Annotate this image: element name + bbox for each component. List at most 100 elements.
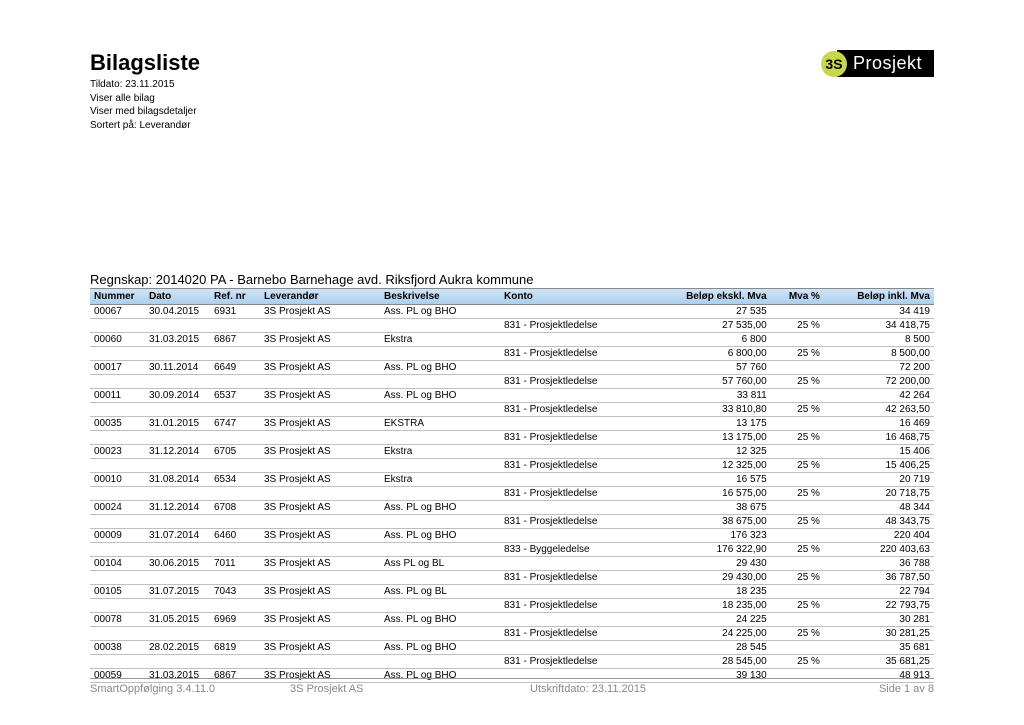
cell-lev <box>260 403 380 417</box>
table-row: 833 - Byggeledelse176 322,9025 %220 403,… <box>90 543 934 557</box>
cell-nummer: 00017 <box>90 361 145 375</box>
cell-lev: 3S Prosjekt AS <box>260 333 380 347</box>
table-row: 831 - Prosjektledelse28 545,0025 %35 681… <box>90 655 934 669</box>
cell-ref <box>210 319 260 333</box>
cell-dato: 31.05.2015 <box>145 613 210 627</box>
table-header-row: Nummer Dato Ref. nr Leverandør Beskrivel… <box>90 289 934 305</box>
bilag-table: Nummer Dato Ref. nr Leverandør Beskrivel… <box>90 288 934 683</box>
cell-mva <box>771 305 824 319</box>
cell-nummer: 00104 <box>90 557 145 571</box>
cell-nummer <box>90 571 145 585</box>
cell-nummer <box>90 431 145 445</box>
subtitle-sortert: Sortert på: Leverandør <box>90 119 200 133</box>
cell-konto: 831 - Prosjektledelse <box>500 571 650 585</box>
cell-ex: 6 800,00 <box>650 347 771 361</box>
cell-inkl: 72 200 <box>824 361 934 375</box>
cell-beskr <box>380 655 500 669</box>
cell-ref <box>210 459 260 473</box>
cell-dato <box>145 403 210 417</box>
cell-mva: 25 % <box>771 655 824 669</box>
subtitle-viser-bilag: Viser alle bilag <box>90 92 200 106</box>
col-nummer: Nummer <box>90 289 145 305</box>
cell-konto <box>500 557 650 571</box>
cell-beskr: Ekstra <box>380 445 500 459</box>
table-row: 0007831.05.201569693S Prosjekt ASAss. PL… <box>90 613 934 627</box>
cell-nummer <box>90 319 145 333</box>
col-belop-inkl: Beløp inkl. Mva <box>824 289 934 305</box>
cell-ex: 38 675,00 <box>650 515 771 529</box>
cell-beskr: Ass. PL og BL <box>380 585 500 599</box>
cell-nummer: 00035 <box>90 417 145 431</box>
cell-dato: 31.12.2014 <box>145 445 210 459</box>
cell-ex: 29 430,00 <box>650 571 771 585</box>
cell-beskr <box>380 347 500 361</box>
cell-beskr <box>380 375 500 389</box>
cell-mva <box>771 333 824 347</box>
cell-beskr: Ass. PL og BHO <box>380 613 500 627</box>
cell-konto <box>500 641 650 655</box>
cell-nummer: 00024 <box>90 501 145 515</box>
cell-konto <box>500 417 650 431</box>
cell-nummer <box>90 459 145 473</box>
cell-inkl: 20 718,75 <box>824 487 934 501</box>
cell-inkl: 15 406 <box>824 445 934 459</box>
cell-inkl: 36 788 <box>824 557 934 571</box>
cell-ref: 6747 <box>210 417 260 431</box>
cell-dato: 30.04.2015 <box>145 305 210 319</box>
cell-mva <box>771 473 824 487</box>
cell-dato <box>145 459 210 473</box>
cell-ex: 28 545,00 <box>650 655 771 669</box>
logo-text: Prosjekt <box>837 50 934 77</box>
cell-inkl: 30 281,25 <box>824 627 934 641</box>
cell-lev <box>260 431 380 445</box>
cell-lev: 3S Prosjekt AS <box>260 445 380 459</box>
table-row: 831 - Prosjektledelse38 675,0025 %48 343… <box>90 515 934 529</box>
cell-beskr <box>380 599 500 613</box>
logo-badge-icon: 3S <box>821 51 847 77</box>
table-row: 831 - Prosjektledelse13 175,0025 %16 468… <box>90 431 934 445</box>
cell-dato <box>145 655 210 669</box>
cell-konto: 831 - Prosjektledelse <box>500 319 650 333</box>
cell-inkl: 16 468,75 <box>824 431 934 445</box>
cell-mva: 25 % <box>771 627 824 641</box>
cell-inkl: 22 794 <box>824 585 934 599</box>
header-left: Bilagsliste Tildato: 23.11.2015 Viser al… <box>90 50 200 132</box>
cell-mva: 25 % <box>771 347 824 361</box>
table-row: 0000931.07.201464603S Prosjekt ASAss. PL… <box>90 529 934 543</box>
cell-konto: 831 - Prosjektledelse <box>500 431 650 445</box>
cell-lev: 3S Prosjekt AS <box>260 501 380 515</box>
cell-ref: 6534 <box>210 473 260 487</box>
cell-ref <box>210 403 260 417</box>
footer-company: 3S Prosjekt AS <box>290 683 363 695</box>
table-row: 831 - Prosjektledelse27 535,0025 %34 418… <box>90 319 934 333</box>
cell-lev: 3S Prosjekt AS <box>260 361 380 375</box>
cell-mva: 25 % <box>771 319 824 333</box>
cell-beskr <box>380 459 500 473</box>
cell-dato <box>145 431 210 445</box>
cell-dato <box>145 487 210 501</box>
cell-ex: 24 225 <box>650 613 771 627</box>
cell-inkl: 8 500 <box>824 333 934 347</box>
cell-dato <box>145 599 210 613</box>
cell-ex: 176 323 <box>650 529 771 543</box>
cell-beskr <box>380 487 500 501</box>
cell-beskr: Ekstra <box>380 473 500 487</box>
cell-nummer: 00078 <box>90 613 145 627</box>
table-row: 0006730.04.201569313S Prosjekt ASAss. PL… <box>90 305 934 319</box>
table-row: 831 - Prosjektledelse16 575,0025 %20 718… <box>90 487 934 501</box>
cell-lev: 3S Prosjekt AS <box>260 613 380 627</box>
cell-konto: 831 - Prosjektledelse <box>500 459 650 473</box>
table-row: 0010531.07.201570433S Prosjekt ASAss. PL… <box>90 585 934 599</box>
cell-inkl: 42 264 <box>824 389 934 403</box>
cell-inkl: 36 787,50 <box>824 571 934 585</box>
cell-inkl: 35 681 <box>824 641 934 655</box>
cell-ex: 38 675 <box>650 501 771 515</box>
cell-nummer <box>90 543 145 557</box>
cell-dato: 31.07.2015 <box>145 585 210 599</box>
cell-mva <box>771 585 824 599</box>
cell-mva <box>771 529 824 543</box>
cell-inkl: 48 343,75 <box>824 515 934 529</box>
cell-nummer <box>90 487 145 501</box>
cell-ref <box>210 431 260 445</box>
cell-mva: 25 % <box>771 459 824 473</box>
